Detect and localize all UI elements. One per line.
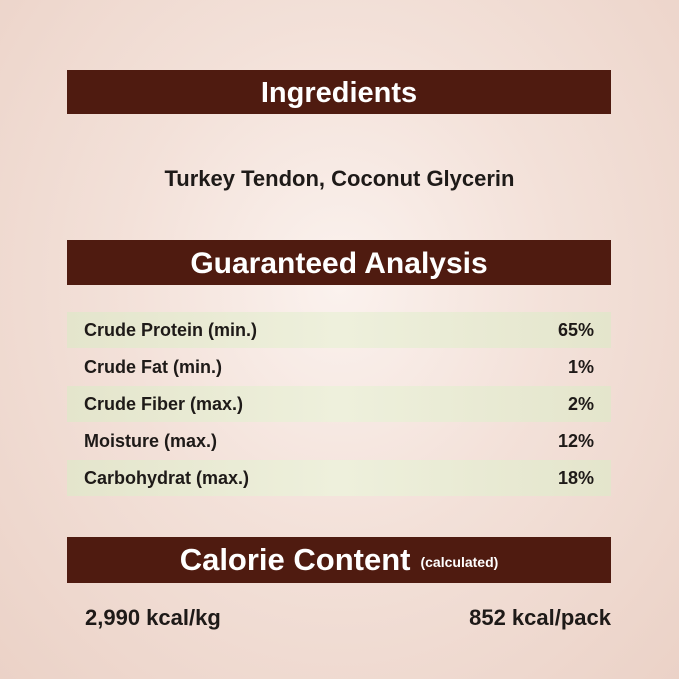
calorie-header: Calorie Content (calculated) xyxy=(67,537,611,583)
row-label: Crude Protein (min.) xyxy=(84,319,258,340)
calories-per-kg: 2,990 kcal/kg xyxy=(85,605,221,630)
row-value: 65% xyxy=(557,319,594,340)
row-label: Carbohydrat (max.) xyxy=(84,467,250,488)
analysis-row: Crude Fat (min.) 1% xyxy=(67,349,611,385)
row-value: 12% xyxy=(557,430,594,451)
row-label: Moisture (max.) xyxy=(84,430,218,451)
calories-per-pack: 852 kcal/pack xyxy=(469,605,611,630)
analysis-row: Moisture (max.) 12% xyxy=(67,423,611,459)
row-value: 18% xyxy=(557,467,594,488)
ingredients-title: Ingredients xyxy=(260,77,418,109)
row-label: Crude Fiber (max.) xyxy=(84,393,244,414)
analysis-row: Crude Protein (min.) 65% xyxy=(67,312,611,348)
row-value: 2% xyxy=(567,393,594,414)
row-label: Crude Fat (min.) xyxy=(84,356,222,377)
row-value: 1% xyxy=(567,356,594,377)
ingredients-text: Turkey Tendon, Coconut Glycerin xyxy=(164,166,515,191)
calorie-title: Calorie Content xyxy=(179,542,411,577)
ingredients-header: Ingredients xyxy=(67,70,611,114)
calorie-subtitle: (calculated) xyxy=(420,554,499,570)
analysis-row: Carbohydrat (max.) 18% xyxy=(67,460,611,496)
analysis-title: Guaranteed Analysis xyxy=(190,247,488,280)
analysis-row: Crude Fiber (max.) 2% xyxy=(67,386,611,422)
analysis-header: Guaranteed Analysis xyxy=(67,240,611,285)
